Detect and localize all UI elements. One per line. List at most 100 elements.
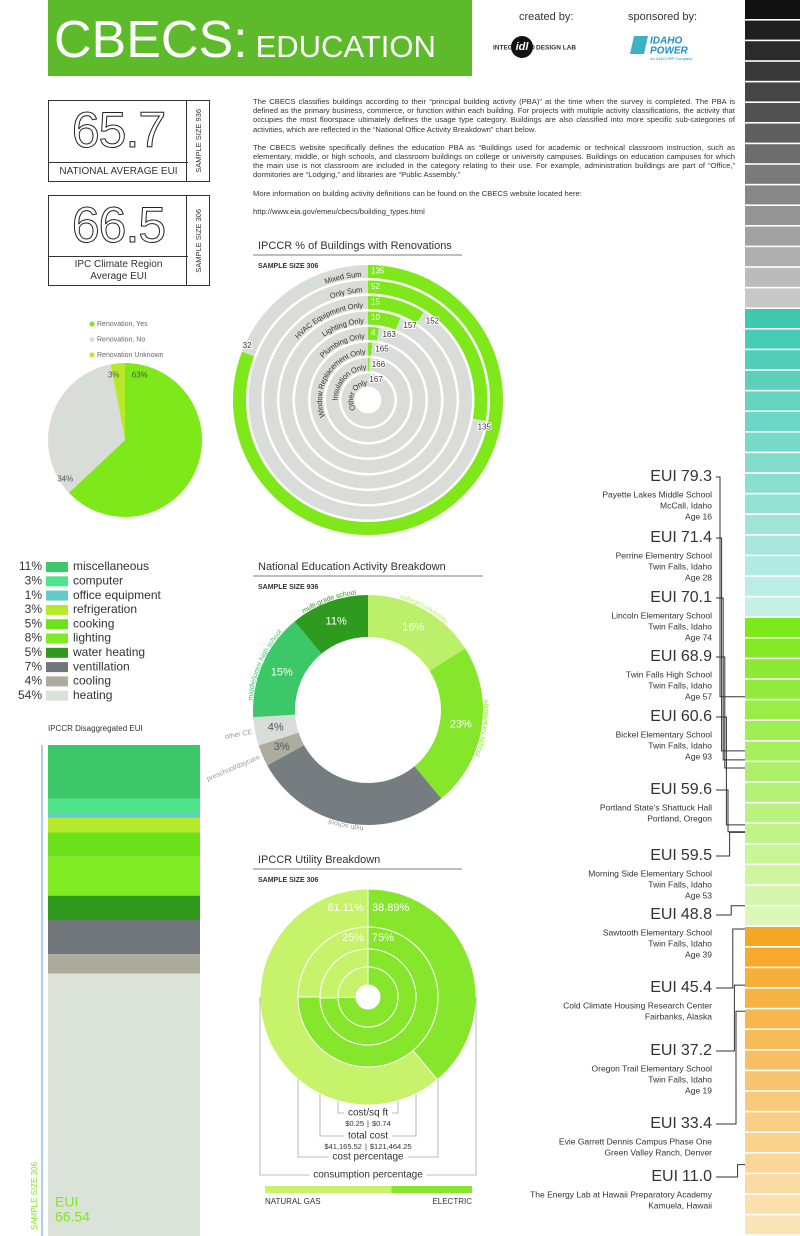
sample-size: SAMPLE SIZE 306 bbox=[30, 1161, 39, 1230]
eui-label: EUI 37.2 bbox=[650, 1042, 712, 1059]
value-label: 61.11% bbox=[328, 902, 365, 914]
subtitle: EDUCATION bbox=[255, 29, 436, 64]
link[interactable]: http://www.eia.gov/emeu/cbecs/building_t… bbox=[253, 206, 425, 216]
stat-label: NATIONAL AVERAGE EUI bbox=[49, 162, 188, 181]
eui-value: 70.1 bbox=[681, 589, 712, 606]
value-label: 75% bbox=[372, 932, 394, 944]
building-name: Portland State's Shattuck Hall bbox=[600, 802, 712, 812]
building-location: Twin Falls, Idaho bbox=[648, 740, 712, 750]
value-label: $41,165.52 bbox=[324, 1142, 362, 1151]
building-name: Morning Side Elementary School bbox=[588, 868, 712, 878]
strip-stripe bbox=[745, 1133, 800, 1152]
donut-slice bbox=[294, 595, 368, 654]
building-name: Twin Falls High School bbox=[626, 669, 712, 679]
strip-stripe bbox=[745, 659, 800, 679]
strip-stripe bbox=[745, 721, 800, 740]
strip-stripe bbox=[745, 556, 800, 576]
legend-swatch bbox=[46, 662, 68, 673]
strip-stripe bbox=[745, 865, 800, 885]
strip-stripe bbox=[745, 576, 800, 596]
value-label: 4% bbox=[268, 722, 284, 734]
value-label: 165 bbox=[375, 345, 389, 354]
legend-value: 54% bbox=[18, 688, 42, 702]
building-age: Age 93 bbox=[685, 751, 712, 761]
ring-bar bbox=[368, 280, 488, 421]
strip-stripe bbox=[745, 885, 800, 905]
strip-stripe bbox=[745, 762, 800, 782]
bar-segment bbox=[48, 973, 200, 1236]
donut-slice bbox=[258, 732, 305, 766]
eui-prefix: EUI bbox=[651, 1168, 678, 1185]
ring-bar bbox=[368, 358, 370, 372]
chart-subtitle: SAMPLE SIZE 306 bbox=[258, 263, 318, 270]
ring-segment bbox=[337, 966, 399, 1028]
legend-value: 3% bbox=[25, 602, 43, 616]
strip-stripe bbox=[745, 350, 800, 370]
eui-connector bbox=[716, 476, 745, 698]
pie-slice bbox=[110, 363, 125, 440]
eui-connector bbox=[716, 537, 745, 752]
value-label: 15 bbox=[371, 298, 380, 307]
total-value: 66.54 bbox=[55, 1209, 90, 1225]
created-by: created by: bbox=[519, 11, 574, 23]
eui-value: 71.4 bbox=[681, 529, 712, 546]
legend-value: 7% bbox=[25, 659, 43, 673]
building-name: Oregon Trail Elementary School bbox=[592, 1063, 713, 1073]
value-label: 152 bbox=[426, 317, 440, 326]
description: The CBECS classifies buildings according… bbox=[253, 97, 735, 225]
strip-stripe bbox=[745, 1050, 800, 1070]
header: CBECS: EDUCATION bbox=[48, 0, 472, 76]
eui-prefix: EUI bbox=[650, 529, 677, 546]
bar-segment bbox=[48, 856, 200, 896]
building-location: Twin Falls, Idaho bbox=[648, 938, 712, 948]
eui-prefix: EUI bbox=[650, 847, 677, 864]
eui-connector bbox=[716, 789, 745, 833]
building-age: Age 28 bbox=[685, 572, 712, 582]
bar-segment bbox=[48, 817, 200, 833]
strip-stripe bbox=[745, 185, 800, 205]
sponsor-tagline: An IDACORP Company bbox=[650, 56, 692, 61]
strip-stripe bbox=[745, 1030, 800, 1049]
value-label: 11% bbox=[326, 615, 347, 627]
legend-value: 8% bbox=[25, 631, 43, 645]
strip-stripe bbox=[745, 782, 800, 802]
value-label: 52 bbox=[371, 282, 380, 291]
value-label: $0.25 bbox=[345, 1119, 364, 1128]
bar-segment bbox=[48, 798, 200, 814]
value-label: 23% bbox=[450, 719, 472, 731]
legend-value: 5% bbox=[25, 645, 43, 659]
ring-bar bbox=[241, 265, 368, 357]
value-label: 15% bbox=[271, 667, 293, 679]
legend-swatch bbox=[46, 676, 68, 687]
strip-stripe bbox=[745, 82, 800, 102]
strip-stripe bbox=[745, 824, 800, 843]
sponsor-logo-mark bbox=[630, 36, 648, 54]
sponsor-logo-line2: POWER bbox=[650, 46, 689, 57]
value-label: 32 bbox=[243, 341, 252, 350]
legend-label: heating bbox=[73, 688, 112, 702]
eui-value: 33.4 bbox=[681, 1115, 712, 1132]
separator: | bbox=[365, 1142, 367, 1151]
legend-swatch bbox=[46, 576, 68, 587]
strip-stripe bbox=[745, 494, 800, 514]
ring-segment bbox=[337, 966, 369, 998]
callout bbox=[259, 997, 477, 1176]
eui-label: EUI 45.4 bbox=[650, 979, 712, 996]
building-age: Age 16 bbox=[685, 511, 712, 521]
legend-label: NATURAL GAS bbox=[265, 1197, 321, 1206]
eui-connector bbox=[716, 1010, 745, 1125]
paragraph: The CBECS website specifically defines t… bbox=[253, 142, 735, 180]
strip-stripe bbox=[745, 370, 800, 390]
eui-label: EUI 68.9 bbox=[650, 648, 712, 665]
value-label: 166 bbox=[372, 360, 386, 369]
donut-slice bbox=[253, 621, 322, 718]
ring-name: consumption percentage bbox=[313, 1170, 423, 1181]
callout bbox=[297, 1079, 439, 1158]
strip-stripe bbox=[745, 329, 800, 349]
eui-value: 60.6 bbox=[681, 708, 712, 725]
strip-stripe bbox=[745, 144, 800, 164]
ring-bar bbox=[368, 327, 379, 341]
legend-swatch bbox=[46, 690, 68, 701]
ring-bar bbox=[326, 358, 411, 442]
